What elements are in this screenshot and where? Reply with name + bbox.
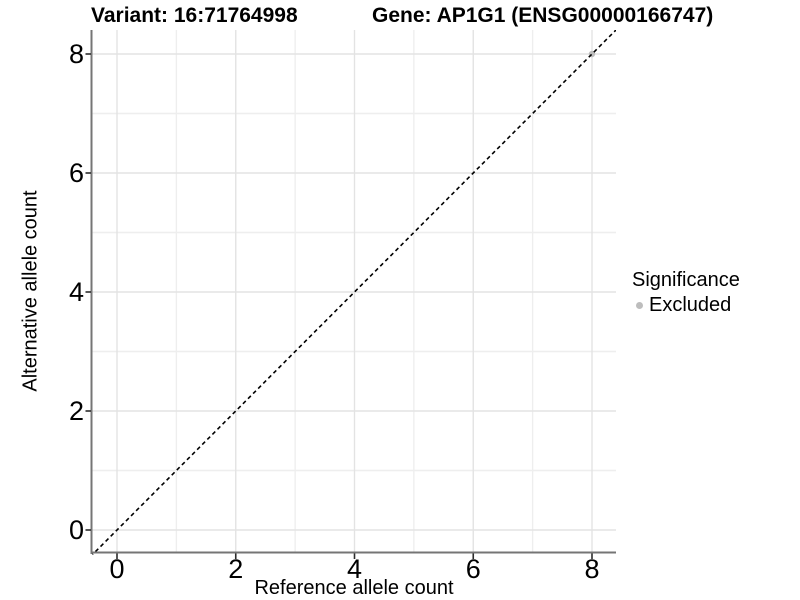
y-tick-label: 4	[68, 277, 84, 307]
y-tick-label: 8	[68, 39, 84, 69]
y-tick-label: 0	[68, 515, 84, 545]
legend-item-excluded: Excluded	[632, 293, 740, 317]
legend: Significance Excluded	[632, 268, 740, 317]
x-axis-title: Reference allele count	[254, 577, 454, 599]
legend-title: Significance	[632, 269, 740, 291]
plot-title-variant: Variant: 16:71764998	[91, 4, 298, 27]
x-tick-label: 6	[465, 554, 481, 584]
y-tick-label: 2	[68, 396, 84, 426]
legend-item-label: Excluded	[649, 294, 732, 316]
x-tick-label: 8	[584, 554, 600, 584]
y-tick-label: 6	[68, 158, 84, 188]
x-tick-label: 4	[346, 554, 363, 584]
circle-marker-icon	[636, 301, 643, 309]
x-tick-label: 0	[109, 554, 125, 584]
plot-title-gene: Gene: AP1G1 (ENSG00000166747)	[372, 4, 714, 27]
x-tick-label: 2	[228, 554, 244, 584]
